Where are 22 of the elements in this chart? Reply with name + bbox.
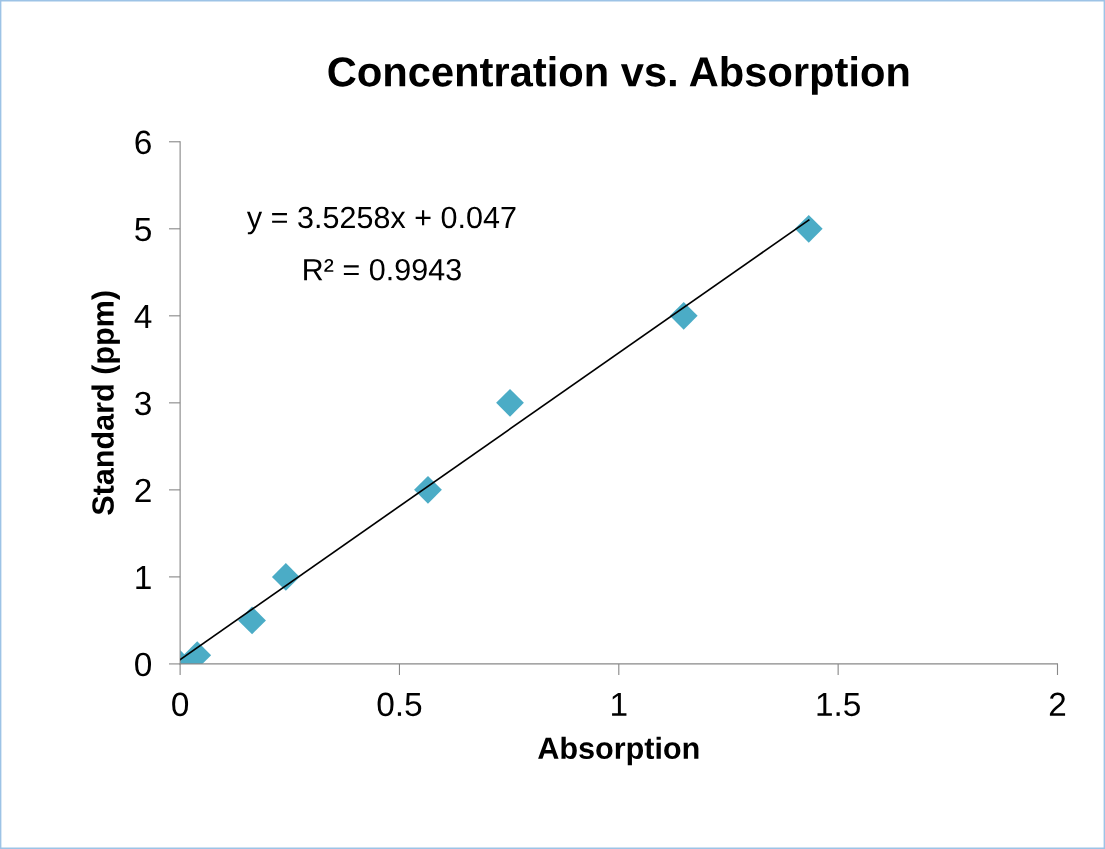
- y-tick-label: 1: [136, 566, 151, 589]
- y-tick-label: 5: [135, 217, 151, 242]
- y-axis-title: Standard (ppm): [91, 291, 120, 515]
- x-tick-label: 1.5: [817, 692, 860, 717]
- x-tick-label: 1: [612, 692, 627, 716]
- point: [794, 214, 823, 243]
- point: [414, 475, 442, 504]
- annotation: R² = 0.9943: [304, 258, 461, 281]
- x-tick-label: 2: [1049, 692, 1066, 716]
- y-tick-label: 0: [135, 652, 152, 677]
- point: [238, 606, 266, 635]
- y-tick-label: 2: [135, 478, 151, 502]
- point: [496, 388, 524, 417]
- x-axis-title: Absorption: [538, 736, 699, 766]
- point: [669, 301, 698, 330]
- x-tick-label: 0: [172, 692, 189, 717]
- y-tick-label: 4: [134, 304, 152, 328]
- x-tick-label: 0.5: [377, 692, 422, 717]
- y-tick-label: 3: [135, 391, 151, 416]
- annotation: y = 3.5258x + 0.047: [246, 206, 516, 235]
- chart-title: Concentration vs. Absorption: [328, 56, 909, 95]
- y-tick-label: 6: [135, 130, 151, 155]
